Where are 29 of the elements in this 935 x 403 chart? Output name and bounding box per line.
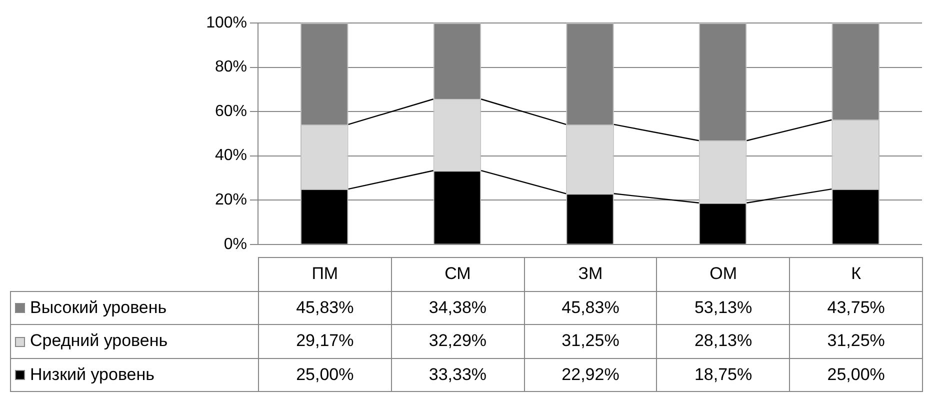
legend-label: Средний уровень	[30, 331, 168, 350]
y-tick-label: 60%	[214, 102, 247, 120]
x-tick-label: ОМ	[656, 258, 790, 291]
legend-label: Низкий уровень	[30, 364, 154, 384]
data-label: 25,00%	[790, 358, 922, 392]
data-label: 53,13%	[656, 291, 790, 324]
data-label: 25,00%	[258, 358, 392, 392]
y-tick-label: 80%	[214, 58, 247, 76]
y-tick-label: 40%	[214, 147, 247, 164]
data-label: 45,83%	[258, 291, 392, 324]
x-tick-label: К	[790, 258, 922, 291]
data-label: 28,13%	[656, 324, 790, 358]
data-label: 43,75%	[790, 291, 922, 324]
data-label: 29,17%	[258, 324, 392, 358]
data-label: 32,29%	[391, 324, 524, 358]
x-tick-label: СМ	[391, 258, 524, 291]
legend-label: Высокий уровень	[30, 298, 167, 317]
y-tick-label: 100%	[206, 14, 247, 32]
y-tick-label: 20%	[214, 192, 247, 209]
y-tick-label: 0%	[224, 236, 247, 253]
data-label: 33,33%	[391, 358, 524, 392]
x-tick-label: ПМ	[258, 258, 392, 291]
data-label: 22,92%	[524, 358, 657, 392]
data-label: 31,25%	[524, 324, 657, 358]
x-tick-label: ЗМ	[524, 258, 657, 291]
data-label: 34,38%	[391, 291, 524, 324]
data-label: 18,75%	[656, 358, 790, 392]
data-label: 45,83%	[524, 291, 657, 324]
data-label: 31,25%	[790, 324, 922, 358]
